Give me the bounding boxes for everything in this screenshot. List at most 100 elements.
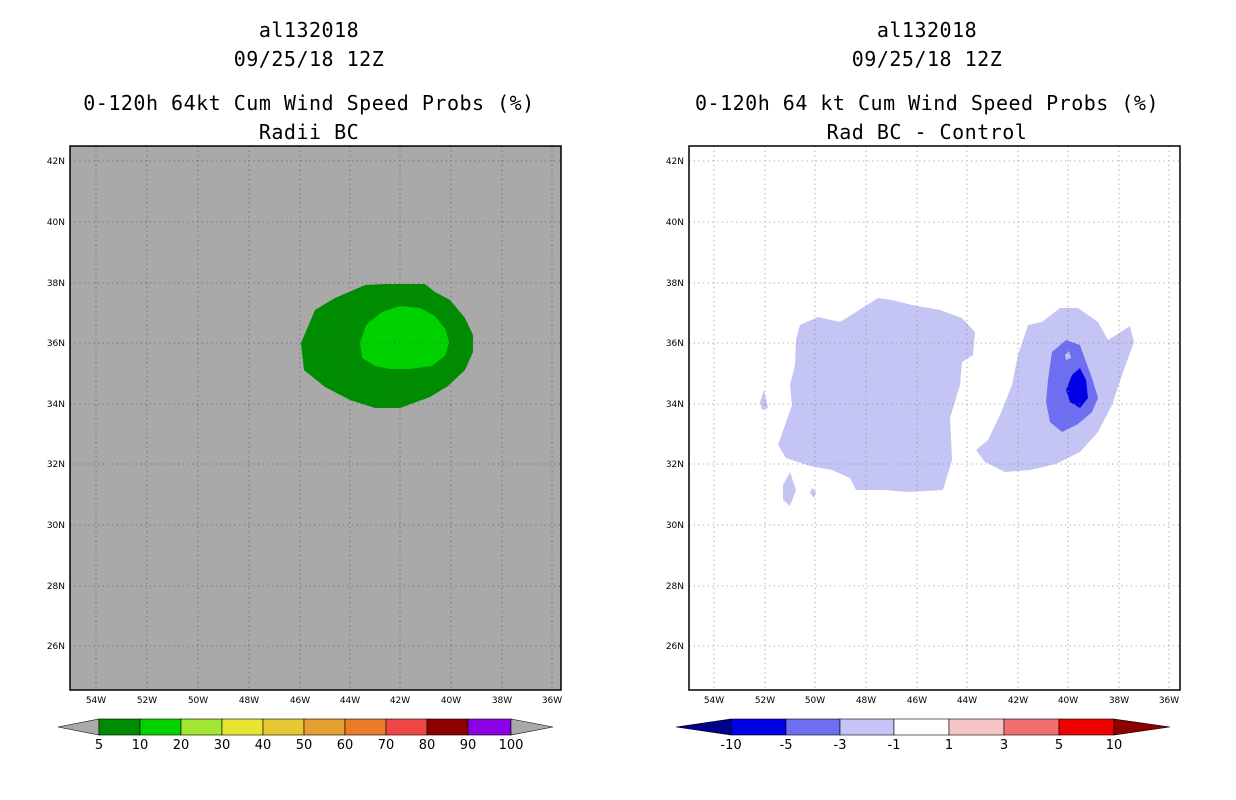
right-lon-50w: 50W [805,696,825,706]
right-colorbar-label: 5 [1055,738,1063,753]
left-lon-44w: 44W [340,696,360,706]
left-colorbar-label: 10 [132,738,149,753]
right-colorbar-swatch [839,718,895,736]
right-colorbar-label: 3 [1000,738,1008,753]
left-colorbar-over [510,718,554,736]
left-lon-48w: 48W [239,696,259,706]
left-lon-40w: 40W [441,696,461,706]
left-colorbar [57,718,554,736]
left-colorbar-swatch [303,718,346,736]
left-map-background [70,146,561,690]
left-prob-contour-10 [360,306,449,369]
left-lon-46w: 46W [290,696,310,706]
left-colorbar-label: 90 [460,738,477,753]
left-colorbar-swatch [262,718,305,736]
right-lon-54w: 54W [704,696,724,706]
left-lat-32n: 32N [47,460,65,470]
right-diff-contour-minus1-hole [1065,351,1071,360]
right-lon-44w: 44W [957,696,977,706]
left-colorbar-label: 30 [214,738,231,753]
right-lon-36w: 36W [1159,696,1179,706]
left-colorbar-label: 40 [255,738,272,753]
right-lon-38w: 38W [1109,696,1129,706]
left-lon-52w: 52W [137,696,157,706]
right-colorbar-labels: -10 -5 -3 -1 1 3 5 10 [720,738,1122,753]
left-lat-34n: 34N [47,400,65,410]
left-colorbar-swatch [180,718,223,736]
left-lat-42n: 42N [47,157,65,167]
left-colorbar-swatch [426,718,469,736]
left-subtitle: Radii BC [258,120,360,144]
right-diff-contour-minus1-dot2 [810,488,816,498]
left-colorbar-label: 20 [173,738,190,753]
right-lat-40n: 40N [666,218,684,228]
right-colorbar-swatch [730,718,787,736]
right-lat-34n: 34N [666,400,684,410]
right-colorbar-label: -10 [720,738,741,753]
right-datetime: 09/25/18 12Z [851,47,1003,71]
left-lon-38w: 38W [492,696,512,706]
right-lat-36n: 36N [666,339,684,349]
right-colorbar-label: -5 [780,738,793,753]
right-lon-48w: 48W [856,696,876,706]
right-colorbar-label: -3 [834,738,847,753]
right-colorbar-over [1113,718,1171,736]
right-colorbar-swatch [1058,718,1115,736]
left-grid [70,146,561,690]
right-diff-contour-minus1-dot1 [783,472,796,506]
right-colorbar-swatch [893,718,950,736]
left-lon-36w: 36W [542,696,562,706]
left-lat-40n: 40N [47,218,65,228]
left-colorbar-label: 80 [419,738,436,753]
right-lat-28n: 28N [666,582,684,592]
left-colorbar-swatch [467,718,512,736]
left-colorbar-label: 50 [296,738,313,753]
right-diff-contour-minus1-dot3 [760,390,768,410]
left-storm-id: al132018 [258,18,360,42]
right-colorbar-label: -1 [888,738,901,753]
left-lon-54w: 54W [86,696,106,706]
right-storm-id: al132018 [876,18,978,42]
right-lon-52w: 52W [755,696,775,706]
left-colorbar-label: 60 [337,738,354,753]
left-lon-42w: 42W [390,696,410,706]
right-lat-30n: 30N [666,521,684,531]
right-diff-contour-minus5 [1066,368,1088,408]
right-colorbar-swatch [1003,718,1060,736]
left-colorbar-swatch [385,718,428,736]
right-colorbar-swatch [948,718,1005,736]
left-lat-38n: 38N [47,279,65,289]
right-lat-26n: 26N [666,642,684,652]
left-product-title: 0-120h 64kt Cum Wind Speed Probs (%) [83,91,535,115]
right-lon-40w: 40W [1058,696,1078,706]
right-lat-32n: 32N [666,460,684,470]
left-colorbar-swatch [98,718,141,736]
left-map-frame [69,145,562,691]
right-map-frame [688,145,1181,691]
right-product-title: 0-120h 64 kt Cum Wind Speed Probs (%) [694,91,1160,115]
right-colorbar-label: 10 [1106,738,1123,753]
left-colorbar-label: 100 [499,738,524,753]
left-map-panel: 42N 40N 38N 36N 34N 32N 30N 28N 26N 54W … [47,145,562,706]
right-colorbar-under [675,718,732,736]
right-subtitle: Rad BC - Control [826,120,1028,144]
right-map-panel: 42N 40N 38N 36N 34N 32N 30N 28N 26N 54W … [666,145,1181,706]
left-lat-26n: 26N [47,642,65,652]
right-colorbar-swatch [785,718,841,736]
right-diff-contour-minus1-west [778,298,975,492]
left-colorbar-label: 5 [95,738,103,753]
left-colorbar-swatch [139,718,182,736]
right-lon-42w: 42W [1008,696,1028,706]
left-colorbar-swatch [221,718,264,736]
right-grid [689,146,1180,690]
left-lat-30n: 30N [47,521,65,531]
left-lat-28n: 28N [47,582,65,592]
right-colorbar-label: 1 [945,738,953,753]
right-colorbar [675,718,1171,736]
right-lon-46w: 46W [907,696,927,706]
left-colorbar-label: 70 [378,738,395,753]
left-lon-50w: 50W [188,696,208,706]
left-colorbar-swatch [344,718,387,736]
right-lat-42n: 42N [666,157,684,167]
